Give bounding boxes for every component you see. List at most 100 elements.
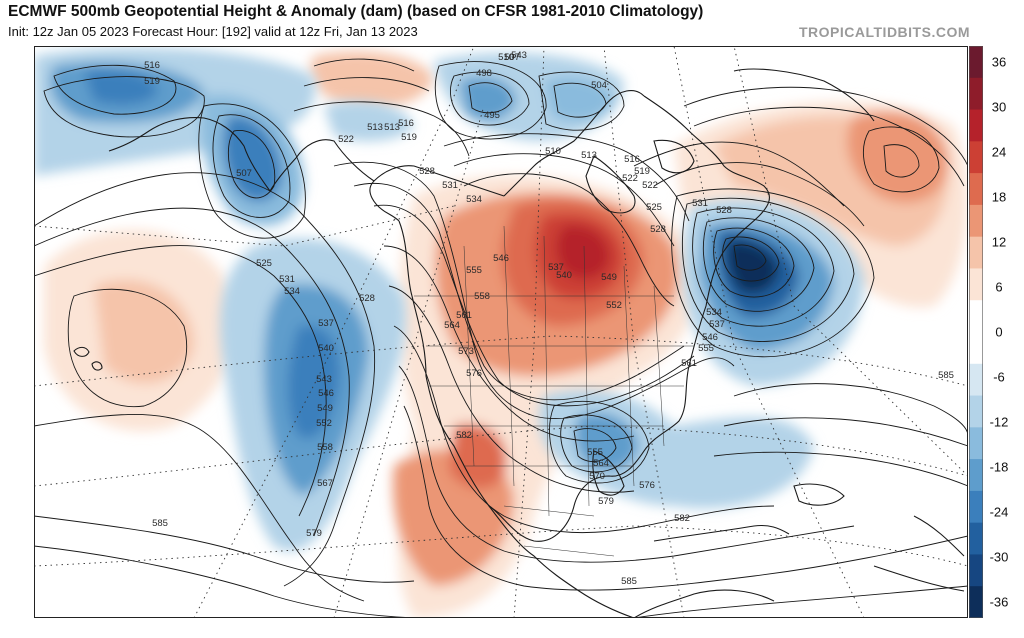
- height-contour-label: 561: [681, 358, 697, 369]
- height-contours: [34, 58, 968, 618]
- height-contour-label: 531: [692, 198, 708, 209]
- height-labels: 5165195074985105435044955135165195225075…: [144, 50, 954, 587]
- colorbar-tick-label: 30: [992, 100, 1006, 115]
- height-contour-label: 537: [548, 262, 564, 273]
- height-contour-label: 531: [279, 274, 295, 285]
- colorbar-tick-label: 18: [992, 190, 1006, 205]
- height-contour-label: 534: [706, 307, 722, 318]
- colorbar-swatch: [969, 490, 983, 524]
- colorbar-swatch: [969, 173, 983, 206]
- colorbar: 36 30 24 18 12 6 0 -6 -12 -18 -24 -30 -36: [969, 46, 1009, 618]
- height-contour-label: 546: [318, 388, 334, 399]
- height-contour-label: 549: [601, 272, 617, 283]
- height-contour-label: 552: [316, 418, 332, 429]
- height-contour-label: 546: [493, 253, 509, 264]
- height-contour-label: 507: [504, 52, 520, 63]
- height-contour-label: 582: [674, 513, 690, 524]
- colorbar-swatch: [969, 109, 983, 142]
- colorbar-tick-label: 36: [992, 55, 1006, 70]
- colorbar-tick-label: 6: [995, 280, 1002, 295]
- height-contour-label: 555: [587, 447, 603, 458]
- colorbar-swatch: [969, 300, 983, 333]
- height-contour-label: 513: [367, 122, 383, 133]
- height-contour-label: 516: [144, 60, 160, 71]
- height-contour-label: 513: [581, 150, 597, 161]
- colorbar-swatch: [969, 332, 983, 365]
- height-contour-label: 522: [622, 173, 638, 184]
- height-contour-label: 555: [698, 343, 714, 354]
- height-contour-label: 516: [624, 154, 640, 165]
- colorbar-swatch: [969, 204, 983, 238]
- colorbar-swatch: [969, 77, 983, 111]
- height-contour-label: 507: [236, 168, 252, 179]
- anomaly-map: 5165195074985105435044955135165195225075…: [34, 46, 968, 618]
- height-contour-label: 534: [284, 286, 300, 297]
- height-contour-label: 510: [498, 52, 514, 63]
- height-contour-label: 516: [398, 118, 414, 129]
- height-contour-label: 573: [458, 346, 474, 357]
- height-contour-label: 540: [318, 343, 334, 354]
- colorbar-tick-label: 24: [992, 145, 1006, 160]
- height-contour-label: 495: [484, 110, 500, 121]
- height-contour-label: 531: [442, 180, 458, 191]
- height-contour-label: 519: [401, 132, 417, 143]
- colorbar-tick-label: -24: [990, 505, 1009, 520]
- colorbar-tick-label: -6: [993, 370, 1005, 385]
- colorbar-tick-label: 0: [995, 325, 1002, 340]
- state-borders: [414, 225, 694, 557]
- height-contour-label: 498: [476, 68, 492, 79]
- colorbar-swatch: [969, 427, 983, 460]
- height-contour-label: 570: [589, 471, 605, 482]
- height-contour-label: 585: [938, 370, 954, 381]
- colorbar-swatch: [969, 363, 983, 397]
- colorbar-swatch: [969, 522, 983, 555]
- height-contour-label: 561: [456, 310, 472, 321]
- height-contour-label: 576: [639, 480, 655, 491]
- height-contour-label: 537: [318, 318, 334, 329]
- height-contour-label: 525: [646, 202, 662, 213]
- colorbar-swatch: [969, 141, 983, 174]
- height-contour-label: 543: [511, 50, 527, 61]
- height-contour-label: 522: [338, 134, 354, 145]
- colorbar-swatch: [969, 554, 983, 587]
- height-contour-label: 522: [642, 180, 658, 191]
- height-contour-label: 564: [444, 320, 460, 331]
- height-contour-label: 576: [466, 368, 482, 379]
- colorbar-swatch: [969, 268, 983, 301]
- height-contour-label: 528: [716, 205, 732, 216]
- colorbar-tick-label: -36: [990, 595, 1009, 610]
- brand-watermark: TROPICALTIDBITS.COM: [798, 24, 970, 40]
- colorbar-swatch: [969, 395, 983, 428]
- map-title: ECMWF 500mb Geopotential Height & Anomal…: [8, 3, 704, 20]
- height-contour-label: 543: [316, 374, 332, 385]
- height-contour-label: 549: [317, 403, 333, 414]
- colorbar-tick-label: -18: [990, 460, 1009, 475]
- map-subtitle: Init: 12z Jan 05 2023 Forecast Hour: [19…: [8, 24, 418, 39]
- height-contour-label: 558: [474, 291, 490, 302]
- colorbar-swatch: [969, 236, 983, 269]
- colorbar-tick-label: -30: [990, 550, 1009, 565]
- colorbar-swatch: [969, 46, 983, 79]
- height-contour-label: 504: [591, 80, 607, 91]
- colorbar-tick-label: 12: [992, 235, 1006, 250]
- height-contour-label: 585: [152, 518, 168, 529]
- map-frame: [34, 46, 968, 618]
- height-contour-label: 582: [456, 430, 472, 441]
- height-contour-label: 546: [702, 332, 718, 343]
- height-contour-label: 519: [634, 166, 650, 177]
- height-contour-label: 585: [621, 576, 637, 587]
- height-contour-label: 558: [317, 442, 333, 453]
- height-contour-label: 525: [256, 258, 272, 269]
- negative-anomaly-shading: [34, 47, 864, 552]
- height-contour-label: 534: [466, 194, 482, 205]
- colorbar-swatches: [969, 46, 983, 618]
- latlon-grid: [34, 46, 968, 618]
- height-contour-label: 528: [650, 224, 666, 235]
- height-contour-label: 510: [545, 146, 561, 157]
- height-contour-label: 537: [709, 319, 725, 330]
- colorbar-ticks: 36 30 24 18 12 6 0 -6 -12 -18 -24 -30 -36: [990, 55, 1009, 610]
- height-contour-label: 579: [598, 496, 614, 507]
- height-contour-label: 567: [317, 478, 333, 489]
- height-contour-label: 513: [384, 122, 400, 133]
- height-contour-label: 528: [359, 293, 375, 304]
